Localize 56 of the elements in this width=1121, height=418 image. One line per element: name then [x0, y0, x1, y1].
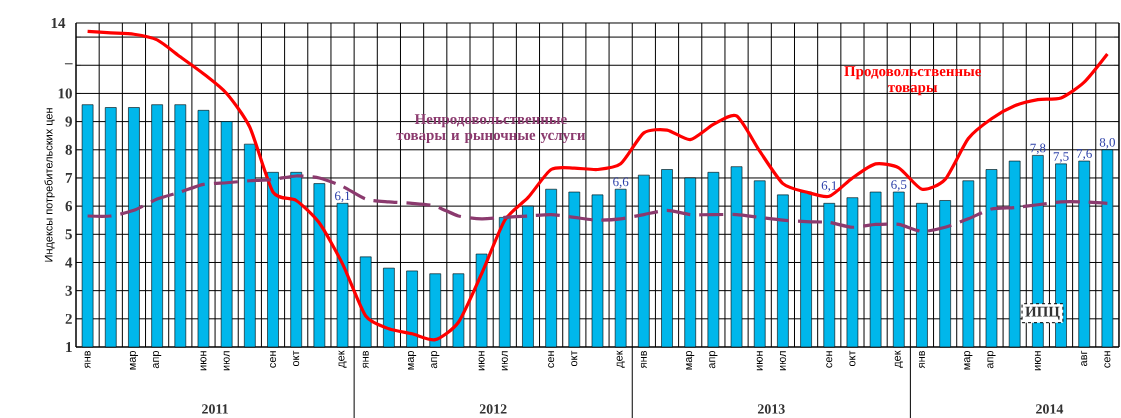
x-tick-label: июл [501, 351, 508, 371]
x-tick-label: мар [964, 350, 973, 370]
x-tick-label: окт [571, 350, 578, 367]
x-tick-label: мар [407, 350, 417, 370]
text: 2014 [1036, 404, 1064, 414]
x-tick-label: окт [849, 350, 856, 367]
data-label: 6,1 [335, 191, 350, 203]
y-tick-label: 4 [65, 257, 73, 268]
x-tick-label: мар [686, 350, 695, 370]
data-label: 7,5 [1053, 152, 1069, 163]
x-tick-label: июн [756, 351, 763, 371]
y-tick-label: 1 [66, 342, 72, 352]
x-tick-label: янв [919, 351, 925, 369]
y-tick-label: 5 [65, 229, 72, 240]
x-tick-label: июн [1034, 351, 1041, 371]
x-tick-label: июн [478, 351, 485, 371]
y-tick-label: 10 [58, 88, 72, 99]
text: 2011 [202, 404, 228, 414]
x-tick-label: сен [826, 351, 833, 368]
x-tick-label: мар [129, 350, 139, 370]
y-tick-label: 7 [65, 173, 73, 183]
text: 14 [51, 18, 66, 28]
data-label: 6,1 [821, 181, 837, 192]
text: 2013 [757, 404, 785, 414]
y-tick-label: 9 [65, 116, 72, 127]
x-tick-label: дек [616, 350, 625, 368]
y-axis-title: Индексы потребительских цен [44, 108, 55, 262]
data-label: 6,6 [613, 177, 629, 189]
x-tick-label: янв [84, 351, 91, 369]
data-label: 8,0 [1099, 137, 1115, 149]
x-tick-label: окт [293, 350, 300, 367]
text: 2012 [479, 404, 507, 414]
x-tick-label: дек [338, 350, 347, 368]
x-tick-label: авг [1081, 350, 1088, 366]
x-tick-label: сен [1104, 351, 1111, 368]
x-tick-label: июл [223, 351, 230, 371]
line-series [85, 174, 1109, 234]
y-tick-label: 2 [65, 313, 72, 324]
series-label: ИПЦ [1025, 306, 1060, 320]
x-tick-label: апр [709, 350, 718, 369]
y-tick-label: 8 [65, 144, 72, 155]
y-tick-label: 3 [65, 285, 72, 296]
y-tick-label: – [64, 63, 73, 65]
x-tick-label: июл [779, 351, 786, 371]
data-label: 6,5 [891, 180, 907, 191]
x-tick-label: апр [431, 350, 440, 369]
x-tick-label: апр [987, 350, 996, 369]
x-tick-label: сен [270, 351, 277, 368]
data-label: 7,6 [1076, 149, 1092, 160]
y-tick-label: 6 [65, 201, 73, 212]
x-tick-label: сен [548, 351, 555, 368]
x-tick-label: дек [894, 350, 903, 368]
x-tick-label: апр [153, 350, 162, 369]
x-tick-label: янв [640, 351, 647, 369]
x-tick-label: июн [200, 351, 207, 371]
x-tick-label: янв [362, 351, 369, 369]
